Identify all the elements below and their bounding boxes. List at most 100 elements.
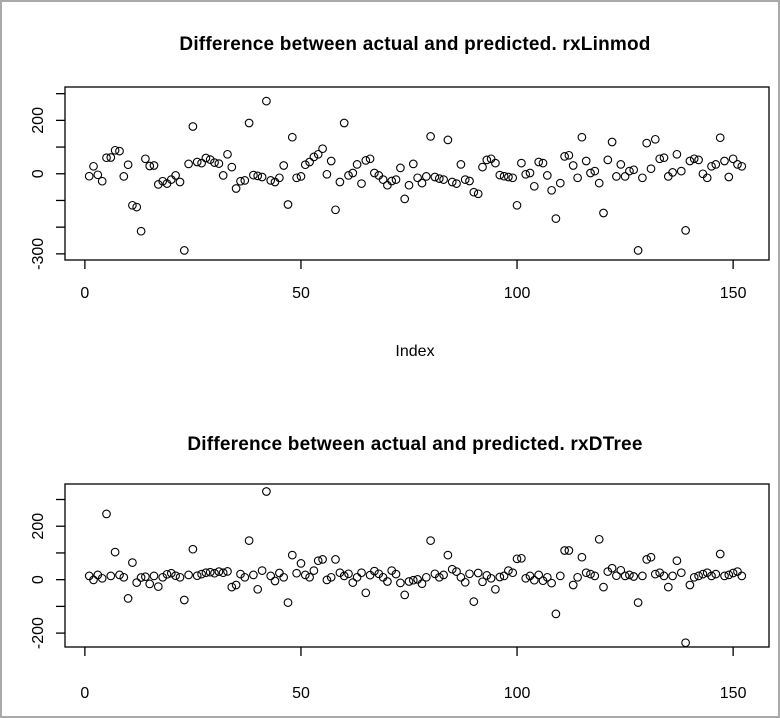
data-point xyxy=(486,573,496,583)
x-tick-label: 0 xyxy=(80,285,89,302)
data-point xyxy=(110,145,120,155)
data-point xyxy=(192,157,202,167)
data-point xyxy=(495,170,505,180)
x-tick-label: 150 xyxy=(720,685,747,702)
data-point xyxy=(287,132,297,142)
data-point xyxy=(421,572,431,582)
data-point xyxy=(478,162,487,172)
x-tick-label: 50 xyxy=(292,685,310,702)
data-point xyxy=(266,176,276,185)
data-point xyxy=(473,568,483,578)
data-point xyxy=(97,176,107,186)
data-point xyxy=(201,153,211,163)
data-point xyxy=(413,173,422,183)
data-point xyxy=(564,546,574,555)
data-point xyxy=(646,164,656,174)
data-point xyxy=(685,156,695,166)
data-point xyxy=(573,572,582,582)
data-point xyxy=(331,205,340,215)
data-point xyxy=(240,572,250,582)
data-point xyxy=(711,569,721,579)
data-point xyxy=(262,487,271,496)
data-point xyxy=(547,578,556,588)
data-point xyxy=(93,170,103,180)
data-point xyxy=(439,570,448,580)
data-point xyxy=(681,226,690,235)
data-point xyxy=(179,595,189,605)
data-point xyxy=(560,152,569,161)
data-point xyxy=(231,580,241,590)
data-point xyxy=(542,572,552,582)
data-point xyxy=(123,594,133,603)
data-point xyxy=(300,160,310,170)
data-point xyxy=(262,96,271,106)
data-point xyxy=(153,582,163,591)
data-point xyxy=(720,571,729,581)
data-point xyxy=(400,194,410,204)
data-point xyxy=(434,572,444,582)
data-point xyxy=(421,172,431,181)
data-point xyxy=(478,577,487,587)
data-point xyxy=(650,134,660,144)
y-tick-label: 200 xyxy=(30,107,47,134)
data-point xyxy=(214,159,224,168)
data-point xyxy=(426,536,435,545)
data-point xyxy=(612,571,621,581)
data-point xyxy=(529,181,539,191)
data-point xyxy=(192,571,202,581)
plot1-xlabel: Index xyxy=(395,343,435,360)
data-point xyxy=(443,550,453,560)
data-point xyxy=(141,572,150,582)
data-point xyxy=(244,536,254,545)
data-point xyxy=(145,579,155,589)
data-point xyxy=(607,137,617,147)
data-point xyxy=(417,178,427,188)
data-point xyxy=(231,184,241,193)
data-point xyxy=(218,171,228,180)
data-point xyxy=(296,172,306,181)
data-point xyxy=(460,577,470,587)
data-point xyxy=(240,176,250,185)
data-point xyxy=(698,569,708,579)
data-point xyxy=(158,572,168,582)
data-point xyxy=(642,138,652,148)
data-point xyxy=(296,559,306,568)
data-point xyxy=(249,170,258,180)
data-point xyxy=(629,572,639,581)
data-point xyxy=(175,572,185,582)
data-point xyxy=(404,577,414,586)
data-point xyxy=(214,567,224,576)
data-point xyxy=(309,152,319,162)
data-point xyxy=(318,144,327,154)
data-point xyxy=(184,570,193,580)
data-point xyxy=(555,571,565,581)
data-point xyxy=(724,570,734,580)
data-point xyxy=(236,176,245,186)
data-point xyxy=(253,171,263,181)
data-point xyxy=(495,572,505,582)
x-tick-label: 0 xyxy=(80,685,89,702)
data-point xyxy=(689,154,699,164)
data-point xyxy=(521,169,531,179)
data-point xyxy=(594,534,604,544)
data-point xyxy=(318,555,327,564)
data-point xyxy=(102,509,111,519)
data-point xyxy=(326,156,336,166)
data-point xyxy=(253,584,263,594)
data-point xyxy=(447,564,457,574)
data-point xyxy=(616,160,626,169)
data-point xyxy=(694,571,703,581)
data-point xyxy=(110,547,120,557)
data-point xyxy=(339,571,349,581)
data-point xyxy=(136,226,146,236)
data-point xyxy=(607,563,617,573)
data-point xyxy=(633,246,643,255)
data-point xyxy=(715,133,725,143)
data-point xyxy=(404,180,414,190)
data-point xyxy=(456,572,466,582)
data-point xyxy=(115,570,124,580)
data-point xyxy=(482,155,492,165)
data-point xyxy=(560,546,569,555)
